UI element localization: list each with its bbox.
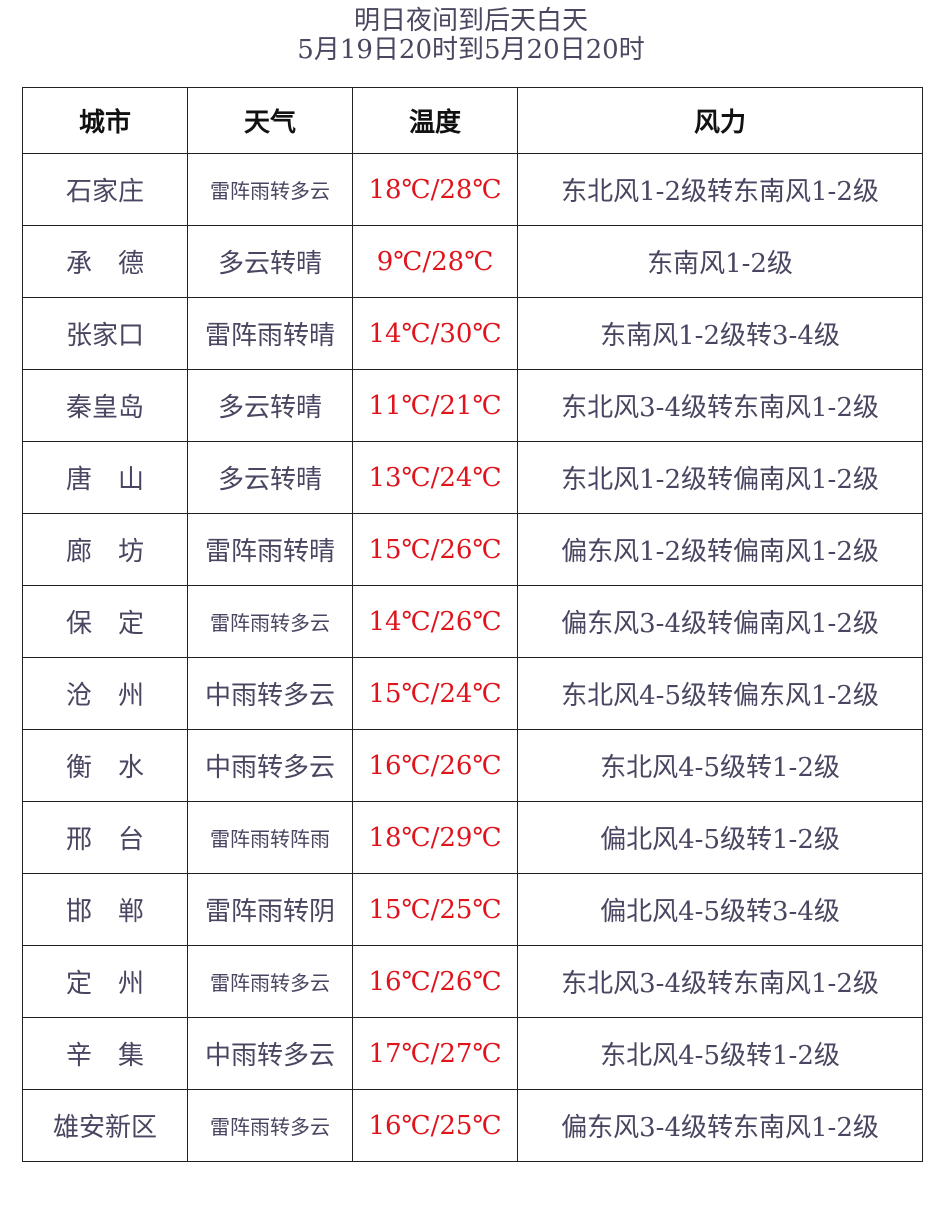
header-city: 城市: [22, 87, 188, 154]
table-row: 沧 州中雨转多云 15℃/24℃ 东北风4-5级转偏东风1-2级: [22, 657, 923, 730]
table-row: 邯 郸雷阵雨转阴 15℃/25℃ 偏北风4-5级转3-4级: [22, 873, 923, 946]
wind-cell: 东北风4-5级转1-2级: [517, 729, 923, 802]
temperature-cell: 14℃/30℃: [352, 297, 518, 370]
weather-cell: 雷阵雨转多云: [187, 1089, 353, 1162]
table-row: 石家庄 雷阵雨转多云 18℃/28℃ 东北风1-2级转东南风1-2级: [22, 153, 923, 226]
table-row: 承 德多云转晴 9℃/28℃ 东南风1-2级: [22, 225, 923, 298]
wind-cell: 东北风3-4级转东南风1-2级: [517, 945, 923, 1018]
city-cell: 辛 集: [22, 1017, 188, 1090]
city-cell: 秦皇岛: [22, 369, 188, 442]
weather-cell: 雷阵雨转阴: [187, 873, 353, 946]
wind-cell: 偏北风4-5级转3-4级: [517, 873, 923, 946]
city-cell: 廊 坊: [22, 513, 188, 586]
temperature-cell: 16℃/26℃: [352, 945, 518, 1018]
temperature-cell: 17℃/27℃: [352, 1017, 518, 1090]
weather-cell: 多云转晴: [187, 441, 353, 514]
wind-cell: 偏北风4-5级转1-2级: [517, 801, 923, 874]
city-cell: 石家庄: [22, 153, 188, 226]
wind-cell: 东北风1-2级转偏南风1-2级: [517, 441, 923, 514]
temperature-cell: 15℃/25℃: [352, 873, 518, 946]
weather-cell: 多云转晴: [187, 225, 353, 298]
table-row: 唐 山多云转晴 13℃/24℃ 东北风1-2级转偏南风1-2级: [22, 441, 923, 514]
temperature-cell: 11℃/21℃: [352, 369, 518, 442]
city-cell: 雄安新区: [22, 1089, 188, 1162]
table-row: 廊 坊雷阵雨转晴 15℃/26℃ 偏东风1-2级转偏南风1-2级: [22, 513, 923, 586]
header-row: 城市 天气 温度 风力: [22, 87, 923, 154]
city-cell: 保 定: [22, 585, 188, 658]
city-cell: 承 德: [22, 225, 188, 298]
weather-cell: 中雨转多云: [187, 657, 353, 730]
table-row: 张家口 雷阵雨转晴 14℃/30℃ 东南风1-2级转3-4级: [22, 297, 923, 370]
wind-cell: 偏东风3-4级转偏南风1-2级: [517, 585, 923, 658]
temperature-cell: 15℃/24℃: [352, 657, 518, 730]
city-cell: 邯 郸: [22, 873, 188, 946]
weather-cell: 雷阵雨转多云: [187, 585, 353, 658]
header-wind: 风力: [517, 87, 923, 154]
table-row: 秦皇岛 多云转晴 11℃/21℃ 东北风3-4级转东南风1-2级: [22, 369, 923, 442]
header-weather: 天气: [187, 87, 353, 154]
temperature-cell: 16℃/26℃: [352, 729, 518, 802]
page-subtitle: 5月19日20时到5月20日20时: [297, 35, 645, 65]
table-row: 雄安新区 雷阵雨转多云 16℃/25℃ 偏东风3-4级转东南风1-2级: [22, 1089, 923, 1162]
wind-cell: 东北风4-5级转偏东风1-2级: [517, 657, 923, 730]
city-cell: 衡 水: [22, 729, 188, 802]
wind-cell: 东南风1-2级转3-4级: [517, 297, 923, 370]
weather-cell: 雷阵雨转晴: [187, 513, 353, 586]
weather-cell: 多云转晴: [187, 369, 353, 442]
wind-cell: 偏东风1-2级转偏南风1-2级: [517, 513, 923, 586]
table-row: 邢 台雷阵雨转阵雨 18℃/29℃ 偏北风4-5级转1-2级: [22, 801, 923, 874]
wind-cell: 东北风4-5级转1-2级: [517, 1017, 923, 1090]
temperature-cell: 9℃/28℃: [352, 225, 518, 298]
city-cell: 沧 州: [22, 657, 188, 730]
weather-cell: 雷阵雨转多云: [187, 945, 353, 1018]
header-temperature: 温度: [352, 87, 518, 154]
city-cell: 邢 台: [22, 801, 188, 874]
weather-cell: 中雨转多云: [187, 1017, 353, 1090]
weather-cell: 雷阵雨转晴: [187, 297, 353, 370]
weather-cell: 中雨转多云: [187, 729, 353, 802]
page-title: 明日夜间到后天白天: [353, 6, 588, 36]
temperature-cell: 18℃/28℃: [352, 153, 518, 226]
temperature-cell: 14℃/26℃: [352, 585, 518, 658]
weather-cell: 雷阵雨转阵雨: [187, 801, 353, 874]
wind-cell: 东北风1-2级转东南风1-2级: [517, 153, 923, 226]
weather-cell: 雷阵雨转多云: [187, 153, 353, 226]
city-cell: 唐 山: [22, 441, 188, 514]
wind-cell: 偏东风3-4级转东南风1-2级: [517, 1089, 923, 1162]
temperature-cell: 15℃/26℃: [352, 513, 518, 586]
table-row: 保 定雷阵雨转多云 14℃/26℃ 偏东风3-4级转偏南风1-2级: [22, 585, 923, 658]
wind-cell: 东南风1-2级: [517, 225, 923, 298]
temperature-cell: 16℃/25℃: [352, 1089, 518, 1162]
table-row: 辛 集中雨转多云 17℃/27℃ 东北风4-5级转1-2级: [22, 1017, 923, 1090]
table-row: 定 州雷阵雨转多云 16℃/26℃ 东北风3-4级转东南风1-2级: [22, 945, 923, 1018]
forecast-table: 城市 天气 温度 风力 石家庄 雷阵雨转多云 18℃/28℃ 东北风1-2级转东南风1…: [22, 87, 923, 1162]
city-cell: 张家口: [22, 297, 188, 370]
table-row: 衡 水中雨转多云 16℃/26℃ 东北风4-5级转1-2级: [22, 729, 923, 802]
city-cell: 定 州: [22, 945, 188, 1018]
temperature-cell: 13℃/24℃: [352, 441, 518, 514]
temperature-cell: 18℃/29℃: [352, 801, 518, 874]
wind-cell: 东北风3-4级转东南风1-2级: [517, 369, 923, 442]
